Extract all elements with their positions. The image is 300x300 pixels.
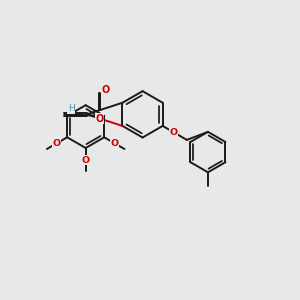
Text: O: O bbox=[95, 114, 104, 124]
Text: H: H bbox=[68, 104, 74, 113]
Text: O: O bbox=[102, 85, 110, 95]
Text: O: O bbox=[82, 155, 90, 164]
Text: O: O bbox=[169, 128, 178, 137]
Text: O: O bbox=[111, 139, 119, 148]
Text: O: O bbox=[53, 139, 61, 148]
